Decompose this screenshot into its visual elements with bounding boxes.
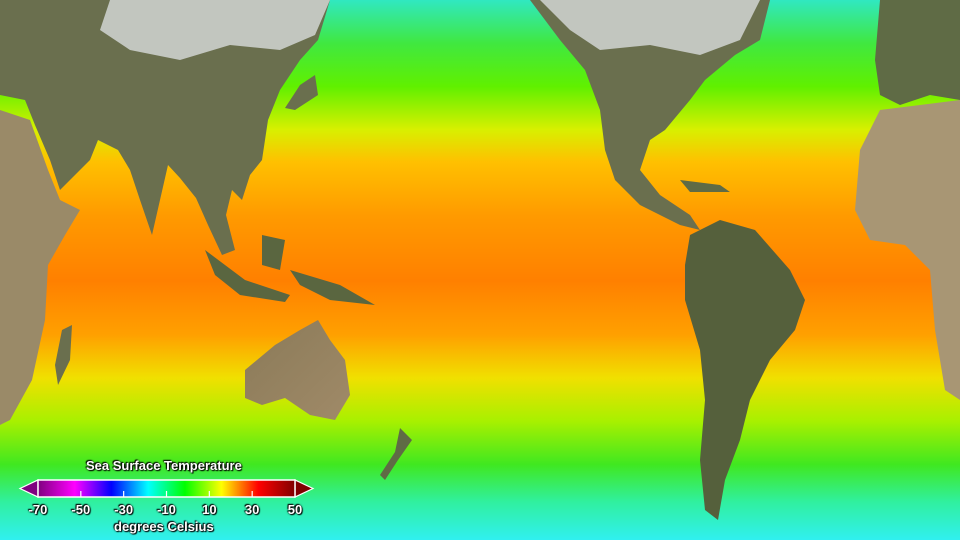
legend-title: Sea Surface Temperature [86,458,242,473]
landmass-indonesia [205,235,375,305]
landmass-caribbean [680,180,730,192]
landmass-australia [245,320,350,420]
landmass-north-america [530,0,770,230]
landmass-africa-west [855,100,960,400]
tick-label: -10 [157,502,176,517]
landmass-eurasia [0,0,330,255]
tick-label: -70 [28,502,48,517]
snow-siberia [100,0,330,60]
landmass-japan [285,75,318,110]
tick-label: 30 [244,502,260,517]
tick-label: 50 [287,502,303,517]
landmass-europe [875,0,960,105]
landmass-south-america [685,220,805,520]
tick-label: -50 [71,502,91,517]
tick-label: -30 [114,502,134,517]
landmass-africa-east [0,110,80,425]
colorbar-min-arrow [18,479,39,498]
snow-canada [540,0,760,55]
legend-unit: degrees Celsius [114,519,214,534]
landmass-new-zealand [380,428,412,480]
colorbar-max-arrow [294,479,315,498]
landmass-madagascar [55,325,72,385]
colorbar [18,479,315,498]
tick-label: 10 [202,502,217,517]
